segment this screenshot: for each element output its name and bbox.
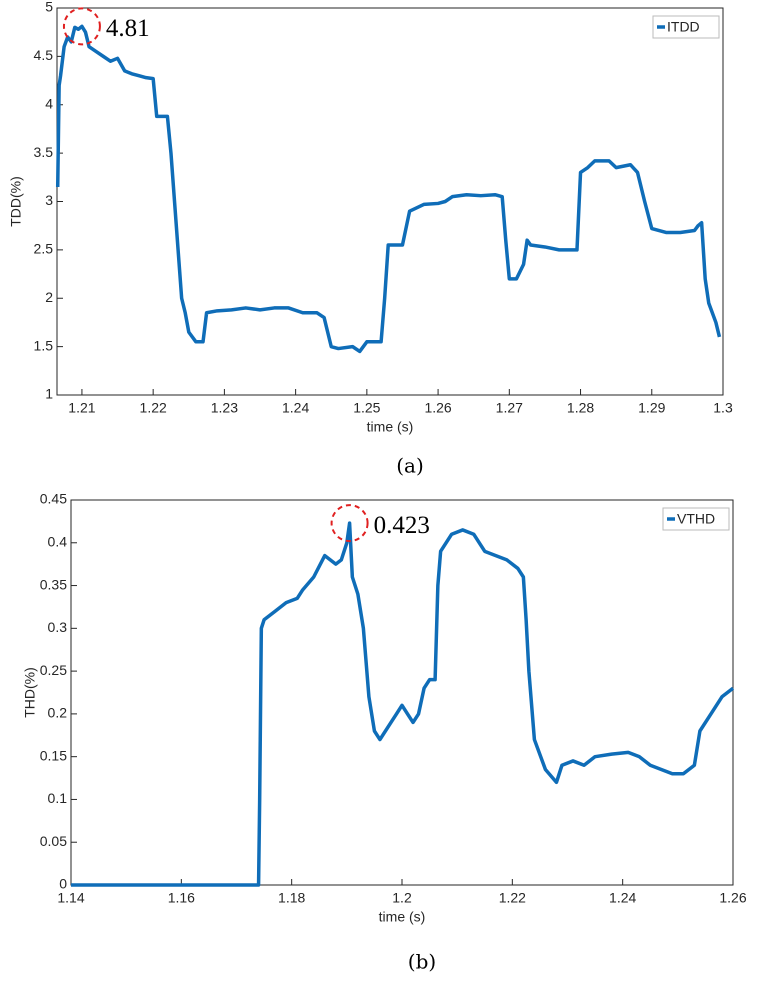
data-line (71, 521, 735, 887)
x-tick-label: 1.18 (278, 890, 305, 906)
x-tick-label: 1.14 (57, 890, 84, 906)
y-tick-label: 0.35 (40, 576, 67, 592)
x-tick-label: 1.25 (353, 400, 380, 416)
y-tick-label: 0.45 (40, 491, 67, 507)
x-tick-label: 1.27 (496, 400, 523, 416)
y-tick-label: 0.1 (48, 790, 68, 806)
y-tick-label: 1 (45, 386, 53, 402)
legend-box (652, 15, 720, 39)
y-tick-label: 0.3 (48, 619, 68, 635)
x-tick-label: 1.21 (68, 400, 95, 416)
y-tick-label: 4 (45, 95, 53, 111)
y-axis-label: THD(%) (22, 667, 38, 718)
y-tick-label: 0 (59, 876, 67, 892)
y-tick-label: 2 (45, 289, 53, 305)
x-tick-label: 1.24 (282, 400, 309, 416)
x-axis-label: time (s) (367, 419, 414, 435)
x-tick-label: 1.3 (713, 400, 733, 416)
x-tick-label: 1.29 (638, 400, 665, 416)
y-tick-label: 0.05 (40, 833, 67, 849)
x-tick-label: 1.24 (609, 890, 636, 906)
y-tick-label: 0.2 (48, 705, 68, 721)
y-tick-label: 3.5 (34, 144, 54, 160)
annotation-text: 0.423 (374, 512, 430, 539)
y-tick-label: 0.25 (40, 662, 67, 678)
annotation-circle (62, 7, 101, 46)
legend-label: ITDD (667, 19, 700, 35)
x-tick-label: 1.28 (567, 400, 594, 416)
legend-label: VTHD (677, 511, 715, 527)
y-tick-label: 0.15 (40, 747, 67, 763)
y-tick-label: 1.5 (34, 337, 54, 353)
caption: (a) (396, 454, 424, 478)
x-axis-label: time (s) (379, 909, 426, 925)
x-tick-label: 1.23 (211, 400, 238, 416)
data-line (55, 24, 722, 354)
x-tick-label: 1.22 (499, 890, 526, 906)
x-tick-label: 1.26 (424, 400, 451, 416)
x-tick-label: 1.22 (140, 400, 167, 416)
y-tick-label: 0.4 (48, 533, 68, 549)
plot-area (56, 7, 724, 396)
legend-box (662, 507, 730, 531)
y-tick-label: 4.5 (34, 47, 54, 63)
annotation-text: 4.81 (106, 15, 150, 42)
y-axis-label: TDD(%) (8, 176, 24, 227)
x-tick-label: 1.26 (719, 890, 746, 906)
y-tick-label: 2.5 (34, 241, 54, 257)
annotation-circle (330, 504, 369, 543)
x-tick-label: 1.2 (392, 890, 412, 906)
caption: (b) (408, 950, 436, 974)
y-tick-label: 3 (45, 192, 53, 208)
x-tick-label: 1.16 (168, 890, 195, 906)
y-tick-label: 5 (45, 0, 53, 15)
plot-area (70, 499, 734, 886)
